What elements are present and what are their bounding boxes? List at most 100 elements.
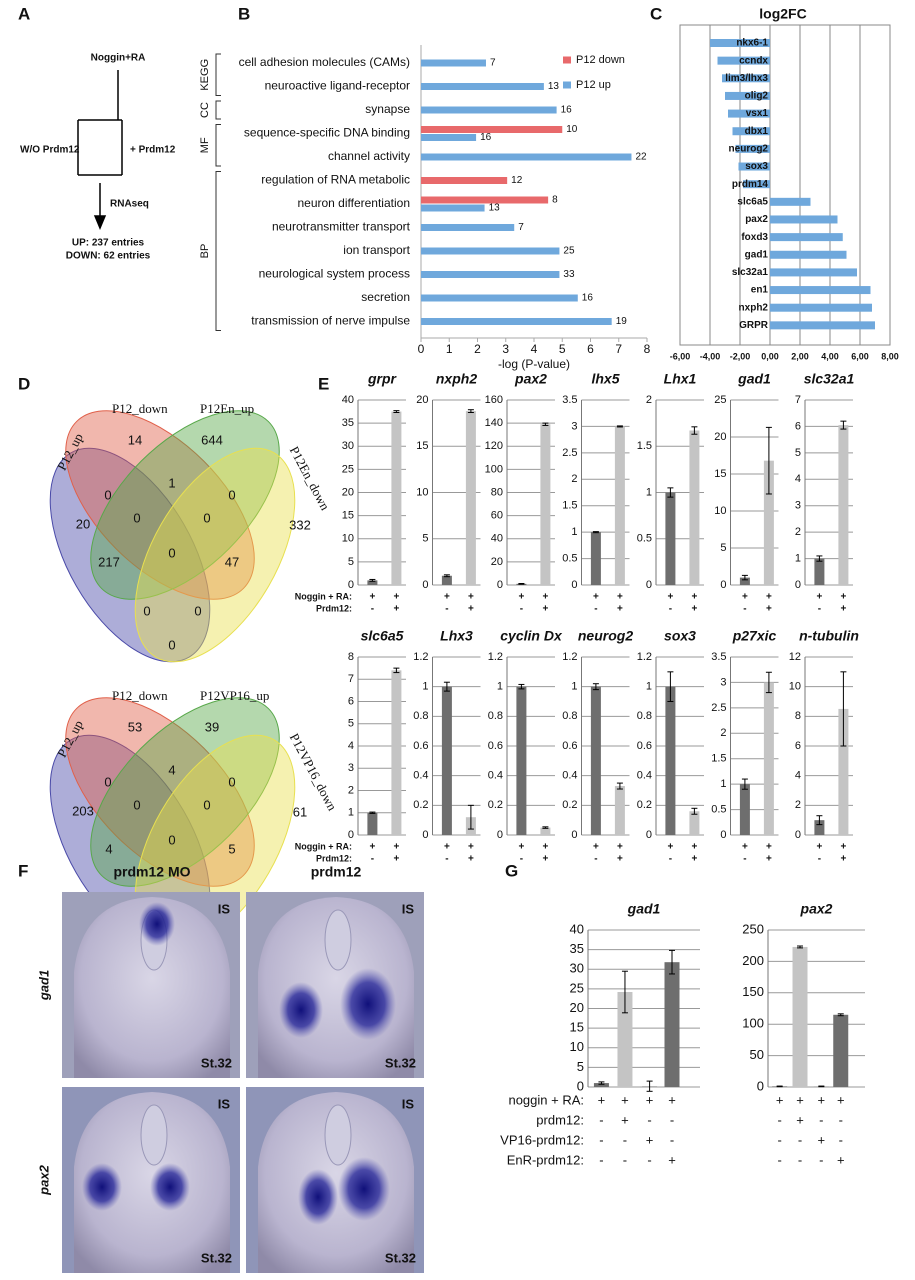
bar: [665, 686, 676, 835]
error-bar: [467, 804, 474, 830]
panel-label: A: [18, 4, 30, 23]
chart-title: pax2: [514, 371, 547, 387]
bar: [689, 811, 700, 835]
condition-sign: -: [798, 1152, 802, 1167]
category-label: nxph2: [739, 302, 769, 313]
y-tick-label: 0.6: [413, 740, 428, 752]
x-tick-label: 2: [474, 342, 481, 356]
venn-set: [65, 410, 255, 600]
y-tick-label: 20: [491, 556, 503, 568]
y-tick-label: 40: [570, 921, 584, 936]
category-label: secretion: [361, 290, 410, 304]
error-bar: [765, 671, 772, 694]
condition-sign: -: [669, 854, 672, 865]
stain: [82, 1163, 122, 1211]
y-tick-label: 10: [789, 681, 801, 693]
count-label: 16: [480, 132, 492, 143]
column-label: prdm12: [311, 864, 362, 880]
y-tick-label: 8: [795, 710, 801, 722]
condition-sign: -: [599, 1152, 603, 1167]
bar: [421, 134, 477, 141]
bar: [770, 250, 847, 259]
y-tick-label: 3.5: [562, 394, 577, 406]
chart-title: sox3: [664, 628, 696, 644]
condition-sign: +: [667, 592, 673, 603]
y-tick-label: 0.6: [637, 740, 652, 752]
stain: [340, 968, 396, 1040]
category-label: transmission of nerve impulse: [251, 314, 410, 328]
bar: [421, 271, 560, 278]
condition-sign: -: [445, 854, 448, 865]
x-tick-label: 8: [644, 342, 651, 356]
condition-sign: +: [691, 854, 697, 865]
y-tick-label: 1.2: [637, 651, 652, 663]
x-tick-label: -6,00: [670, 351, 691, 361]
condition-sign: +: [617, 604, 623, 615]
region-count: 0: [104, 774, 111, 789]
stain: [150, 1163, 190, 1211]
condition-sign: -: [777, 1112, 781, 1127]
set-label: P12_down: [112, 401, 168, 416]
condition-sign: +: [468, 592, 474, 603]
condition-sign: +: [837, 1152, 845, 1167]
error-bar: [667, 487, 674, 498]
bar: [814, 558, 825, 585]
x-axis-label: -log (P-value): [498, 357, 570, 371]
y-tick-label: 1: [348, 807, 354, 819]
condition-sign: -: [818, 604, 821, 615]
x-tick-label: 8,00: [881, 351, 899, 361]
category-label: neurological system process: [259, 267, 410, 281]
condition-sign: +: [468, 842, 474, 853]
category-label: olig2: [745, 91, 769, 102]
condition-sign: +: [840, 604, 846, 615]
y-tick-label: 20: [416, 394, 428, 406]
y-tick-label: 80: [491, 486, 503, 498]
condition-sign: +: [840, 854, 846, 865]
y-tick-label: 120: [485, 440, 503, 452]
bar: [441, 575, 452, 585]
region-count: 0: [194, 603, 201, 618]
y-tick-label: 0.2: [413, 799, 428, 811]
y-tick-label: 0.8: [488, 710, 503, 722]
diagram-method: RNAseq: [110, 199, 149, 210]
error-bar: [598, 1081, 605, 1085]
diagram-a: [77, 70, 123, 230]
count-label: 13: [489, 203, 501, 214]
condition-sign: +: [796, 1112, 804, 1127]
y-tick-label: 1.5: [711, 753, 726, 765]
condition-sign: -: [669, 604, 672, 615]
bar: [739, 577, 750, 585]
category-label: gad1: [745, 249, 769, 260]
category-label: pax2: [745, 214, 768, 225]
category-label: sequence-specific DNA binding: [244, 126, 410, 140]
panel-label: G: [505, 861, 518, 880]
diagram-root: Noggin+RA: [91, 53, 146, 64]
y-tick-label: 100: [485, 463, 503, 475]
condition-sign: -: [819, 1112, 823, 1127]
bar: [367, 812, 378, 835]
y-tick-label: 30: [342, 440, 354, 452]
y-tick-label: 0.4: [488, 770, 503, 782]
bar: [421, 83, 544, 90]
bar: [391, 670, 402, 835]
error-bar: [369, 578, 376, 582]
bar: [710, 39, 770, 47]
y-tick-label: 1: [646, 681, 652, 693]
y-tick-label: 5: [348, 556, 354, 568]
region-count: 61: [293, 804, 307, 819]
condition-sign: -: [743, 854, 746, 865]
condition-sign: +: [369, 842, 375, 853]
condition-sign: -: [777, 1132, 781, 1147]
y-tick-label: 5: [720, 542, 726, 554]
error-bar: [776, 1085, 783, 1088]
chart-title: grpr: [367, 371, 398, 387]
condition-sign: +: [468, 854, 474, 865]
y-tick-label: 0.5: [637, 533, 652, 545]
category-label: slc6a5: [737, 196, 768, 207]
condition-sign: -: [798, 1132, 802, 1147]
bar: [540, 827, 551, 835]
error-bar: [840, 671, 847, 747]
y-tick-label: 1.2: [413, 651, 428, 663]
condition-sign: +: [393, 592, 399, 603]
bar: [421, 224, 515, 231]
